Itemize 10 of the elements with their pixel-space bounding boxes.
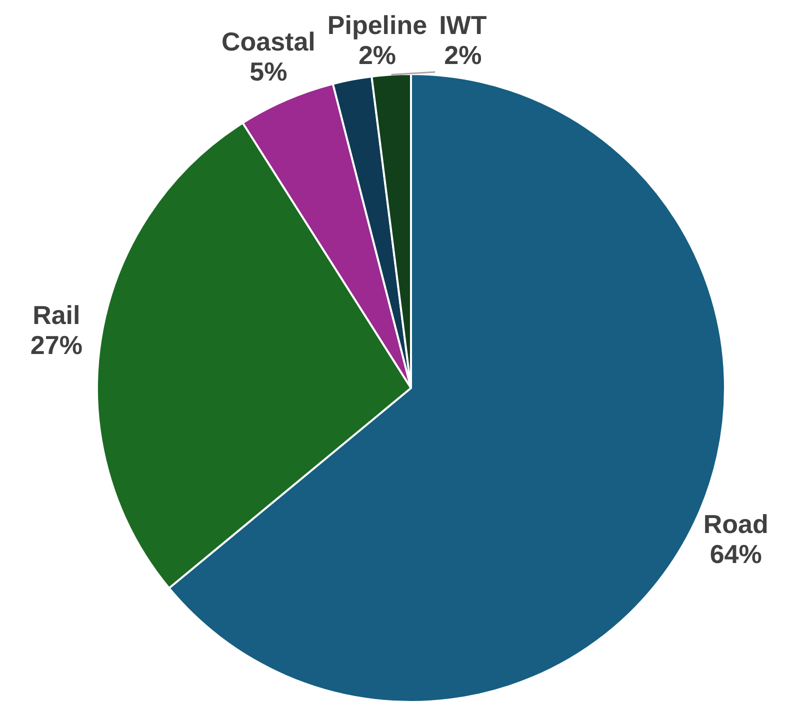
slice-label: Pipeline [327,10,428,40]
data-label: 5% [250,56,288,87]
data-label: 27% [30,330,82,360]
data-label: 2% [444,40,482,70]
slice-label: Rail [32,300,80,330]
data-label: 2% [358,40,396,70]
slice-label: IWT [439,10,487,40]
data-label: 64% [710,539,762,570]
slice-label: Coastal [221,26,316,57]
slice-label: Road [703,509,768,540]
